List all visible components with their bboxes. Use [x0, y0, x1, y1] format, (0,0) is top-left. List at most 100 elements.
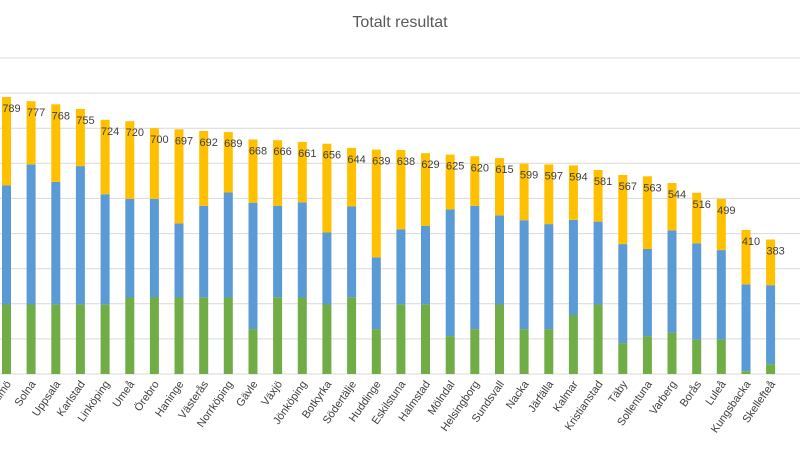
bar-segment-blue [568, 219, 578, 316]
bar-segment-green [75, 304, 85, 374]
bar-segment-yellow [568, 165, 578, 220]
bar-segment-blue [766, 285, 776, 365]
data-label: 661 [298, 148, 316, 160]
bar-segment-green [51, 304, 61, 374]
bar-segment-yellow [75, 108, 85, 167]
data-label: 639 [372, 156, 390, 168]
bar-segment-green [445, 336, 455, 374]
bar-segment-green [347, 297, 357, 374]
data-label: 563 [643, 182, 661, 194]
bar-segment-blue [593, 221, 603, 305]
data-label: 410 [742, 236, 760, 248]
bar-segment-green [199, 297, 209, 374]
bar-segment-yellow [26, 101, 36, 165]
data-label: 644 [347, 154, 365, 166]
bar-segment-green [223, 297, 233, 374]
bar-segment-blue [445, 209, 455, 337]
bar-segment-green [667, 332, 677, 374]
data-label: 567 [619, 181, 637, 193]
bar-segment-blue [223, 192, 233, 298]
bar-segment-blue [2, 185, 11, 305]
bar-segment-blue [322, 232, 332, 305]
bar-segment-green [741, 371, 751, 374]
data-label: 629 [421, 159, 439, 171]
bar-segment-green [371, 329, 381, 374]
bar-segment-yellow [716, 198, 726, 251]
data-label: 700 [150, 134, 168, 146]
bar-segment-yellow [347, 147, 357, 207]
bar-segment-green [716, 339, 726, 374]
bar-segment-yellow [396, 150, 406, 230]
data-label: 789 [2, 103, 20, 115]
bar-segment-green [568, 315, 578, 374]
bar-segment-green [149, 297, 159, 374]
data-label: 656 [323, 150, 341, 162]
bar-segment-green [100, 304, 110, 374]
bar-segment-green [618, 343, 628, 374]
bar-segment-blue [421, 225, 430, 305]
bar-segment-blue [642, 249, 652, 337]
bar-segment-blue [100, 194, 110, 305]
bar-segment-green [593, 304, 603, 374]
bar-segment-yellow [149, 128, 159, 199]
bar-segment-blue [544, 224, 554, 330]
bar-segment-green [544, 329, 554, 374]
bar-segment-yellow [593, 170, 603, 222]
data-label: 668 [249, 146, 267, 158]
bar-segment-blue [125, 198, 135, 298]
bar-segment-yellow [371, 149, 381, 258]
data-label: 620 [471, 162, 489, 174]
bar-segment-blue [396, 229, 406, 305]
bar-segment-yellow [174, 129, 184, 224]
bar-segment-yellow [273, 140, 283, 206]
bar-segment-green [2, 304, 11, 374]
data-label: 724 [101, 126, 119, 138]
bar-segment-yellow [2, 97, 11, 186]
bar-segment-blue [347, 206, 357, 298]
category-label: Malmö [0, 379, 14, 413]
data-label: 692 [200, 137, 218, 149]
bar-segment-yellow [470, 156, 480, 206]
bar-segment-green [396, 304, 406, 374]
bar-segment-green [174, 297, 184, 374]
data-label: 516 [693, 199, 711, 211]
bar-segment-green [322, 304, 332, 374]
bar-segment-blue [495, 215, 504, 305]
bar-segment-yellow [495, 158, 504, 216]
bar-segment-blue [248, 202, 258, 330]
bar-segment-blue [273, 205, 283, 298]
data-label: 755 [76, 115, 94, 127]
bar-segment-yellow [445, 154, 455, 210]
bar-segment-blue [519, 220, 529, 329]
bar-segment-blue [51, 181, 61, 305]
bar-segment-green [642, 336, 652, 374]
data-label: 594 [569, 171, 587, 183]
bar-segment-yellow [421, 153, 430, 226]
data-label: 777 [27, 107, 45, 119]
bar-segment-green [692, 339, 702, 374]
bar-segment-yellow [642, 176, 652, 249]
bar-segment-yellow [297, 141, 307, 203]
data-label: 689 [224, 138, 242, 150]
data-label: 768 [52, 110, 70, 122]
bar-segment-yellow [248, 139, 258, 203]
data-label: 625 [446, 161, 464, 173]
bar-segment-yellow [51, 104, 61, 182]
category-label: Borås [678, 378, 705, 409]
bar-segment-blue [716, 250, 726, 340]
bar-segment-blue [470, 205, 480, 329]
bar-segment-blue [149, 198, 159, 298]
data-label: 615 [495, 164, 513, 176]
bar-segment-green [297, 297, 307, 374]
category-label: Täby [606, 378, 630, 405]
bar-segment-blue [371, 257, 381, 329]
data-label: 697 [175, 135, 193, 147]
bar-segment-yellow [692, 192, 702, 244]
bar-segment-yellow [519, 163, 529, 221]
bar-segment-yellow [223, 132, 233, 193]
bar-segment-green [519, 329, 529, 374]
data-label: 599 [520, 170, 538, 182]
bar-segment-green [125, 297, 135, 374]
bar-segment-blue [75, 166, 85, 305]
